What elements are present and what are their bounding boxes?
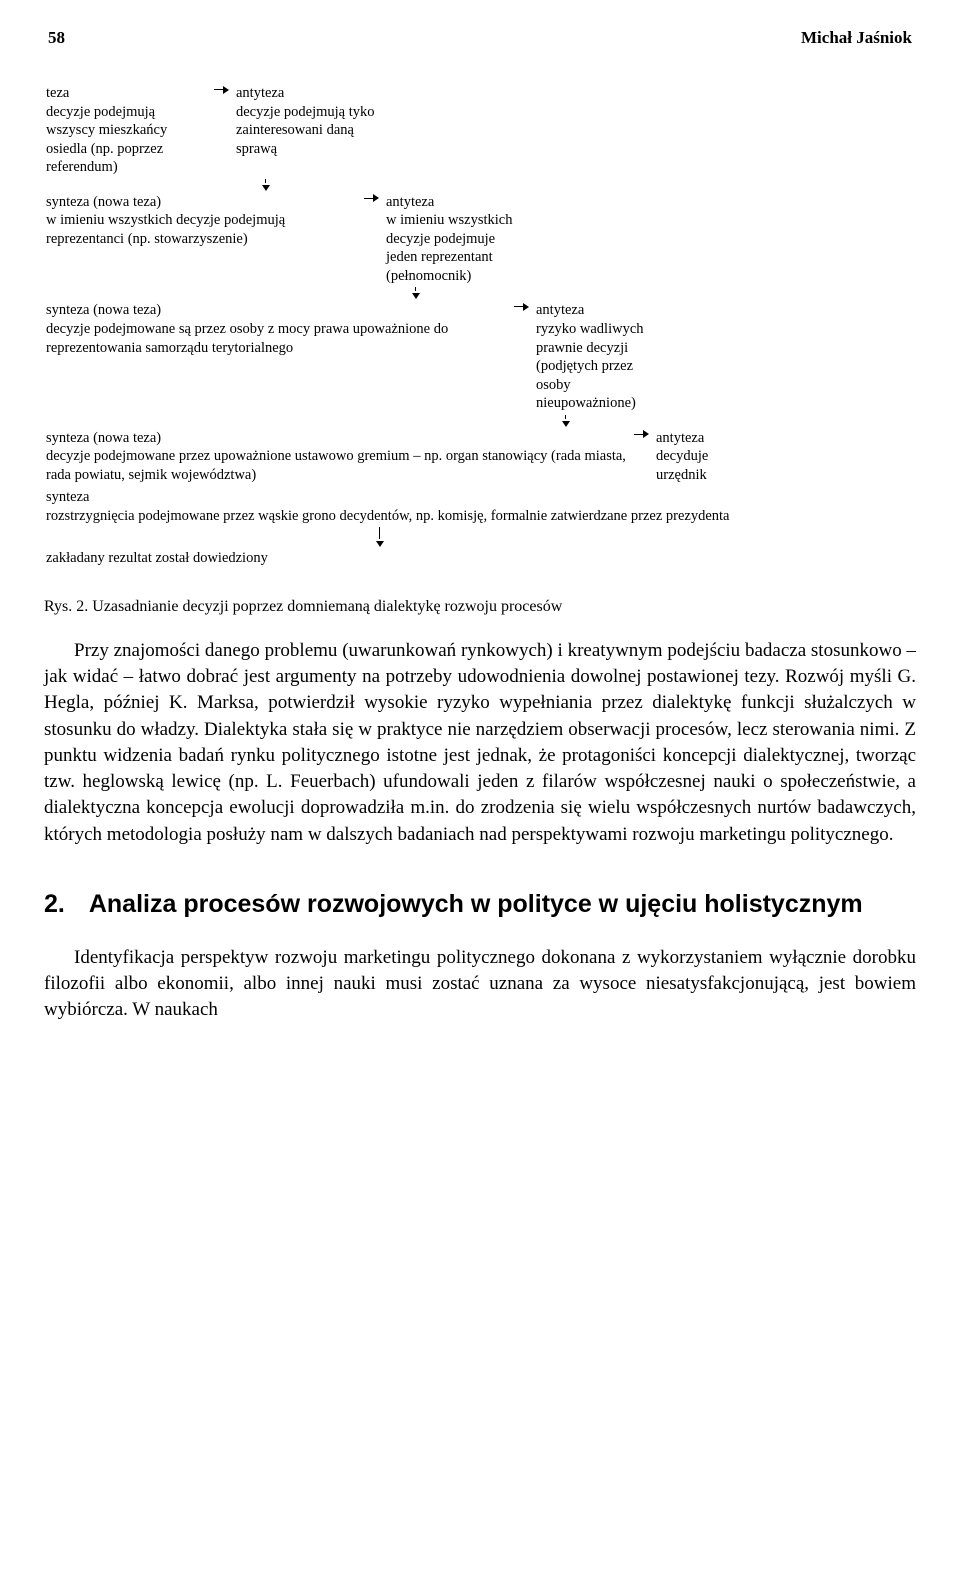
synt4-text: rozstrzygnięcia podejmowane przez wąskie… — [46, 507, 908, 526]
synt3-title: synteza (nowa teza) — [46, 429, 626, 448]
arrow-right-icon — [634, 429, 650, 441]
anty2-text: w imieniu wszystkich decyzje podejmuje j… — [386, 211, 526, 285]
arrow-right-icon — [364, 193, 380, 205]
section-title: Analiza procesów rozwojowych w polityce … — [89, 890, 863, 919]
synt1-title: synteza (nowa teza) — [46, 193, 356, 212]
anty1-text: decyzje podejmują tyko zainteresowani da… — [236, 103, 376, 159]
arrow-down-icon — [260, 179, 272, 191]
teza-text: decyzje podejmują wszyscy mieszkańcy osi… — [46, 103, 206, 177]
page-number: 58 — [48, 28, 65, 48]
diagram-result: zakładany rezultat został dowiedziony — [46, 549, 908, 568]
anty4-title: antyteza — [656, 429, 736, 448]
anty1-title: antyteza — [236, 84, 376, 103]
synt2-title: synteza (nowa teza) — [46, 301, 506, 320]
figure-caption: Rys. 2. Uzasadnianie decyzji poprzez dom… — [44, 598, 916, 616]
synt4-title: synteza — [46, 488, 908, 507]
anty3-text: ryzyko wadliwych prawnie decyzji (podjęt… — [536, 320, 646, 413]
synt1-text: w imieniu wszystkich decyzje podejmują r… — [46, 211, 356, 248]
section-number: 2. — [44, 890, 65, 919]
synt3-text: decyzje podejmowane przez upoważnione us… — [46, 447, 626, 484]
running-author: Michał Jaśniok — [801, 28, 912, 48]
arrow-right-icon — [214, 84, 230, 96]
anty3-title: antyteza — [536, 301, 646, 320]
paragraph-1: Przy znajomości danego problemu (uwarunk… — [44, 638, 916, 848]
arrow-down-icon — [560, 415, 572, 427]
arrow-down-icon — [410, 287, 422, 299]
arrow-right-icon — [514, 301, 530, 313]
synt2-text: decyzje podejmowane są przez osoby z moc… — [46, 320, 506, 357]
section-heading: 2. Analiza procesów rozwojowych w polity… — [44, 890, 916, 919]
dialectic-diagram: teza decyzje podejmują wszyscy mieszkańc… — [44, 82, 916, 570]
running-head: 58 Michał Jaśniok — [44, 28, 916, 48]
arrow-down-icon — [374, 527, 386, 547]
paragraph-2: Identyfikacja perspektyw rozwoju marketi… — [44, 945, 916, 1024]
anty2-title: antyteza — [386, 193, 526, 212]
teza-title: teza — [46, 84, 206, 103]
anty4-text: decyduje urzędnik — [656, 447, 736, 484]
